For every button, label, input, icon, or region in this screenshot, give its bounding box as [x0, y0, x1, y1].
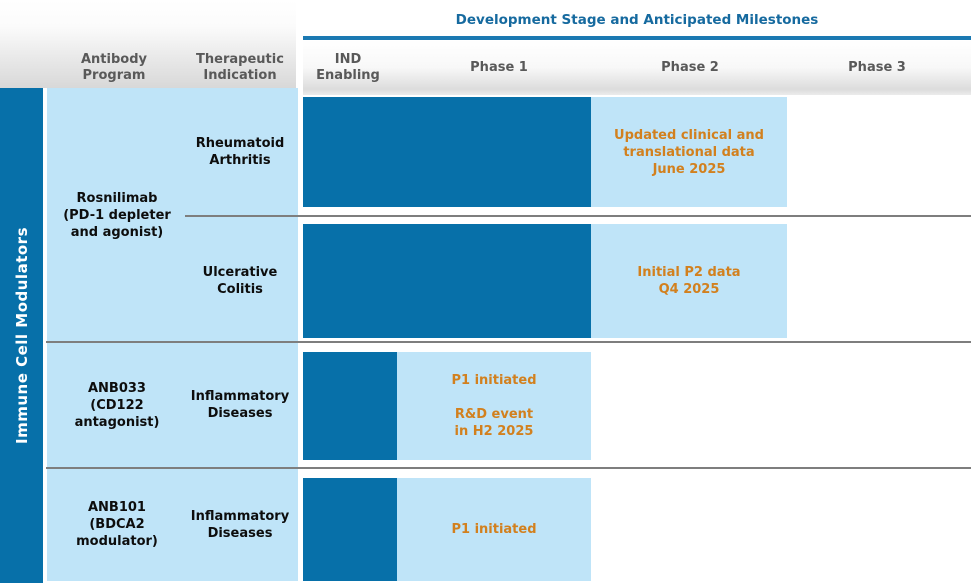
milestone-anb101: P1 initiated — [451, 522, 537, 537]
bar-dark-anb101 — [303, 478, 397, 581]
bar-light-anb033 — [397, 352, 591, 460]
stage-header-band — [303, 40, 971, 95]
title-underline-rule — [303, 36, 971, 40]
column-header-antibody-program: Antibody Program — [80, 51, 147, 83]
column-header-phase-1: Phase 1 — [470, 59, 528, 75]
row-divider-ra-uc — [185, 215, 971, 217]
bar-dark-anb033 — [303, 352, 397, 460]
bar-dark-rheumatoid-arthritis — [303, 97, 591, 207]
column-header-phase-3: Phase 3 — [848, 59, 906, 75]
indication-ulcerative-colitis: Ulcerative Colitis — [202, 265, 278, 297]
milestone-anb033: P1 initiated R&D event in H2 2025 — [451, 373, 537, 439]
program-name-anb033: ANB033 (CD122 antagonist) — [74, 380, 160, 430]
indication-rheumatoid-arthritis: Rheumatoid Arthritis — [195, 136, 285, 168]
category-sidebar: Immune Cell Modulators — [0, 88, 43, 583]
milestone-rheumatoid-arthritis: Updated clinical and translational data … — [614, 127, 764, 177]
bar-light-ulcerative-colitis — [591, 224, 787, 338]
milestone-ulcerative-colitis: Initial P2 data Q4 2025 — [637, 265, 741, 297]
column-header-ind-enabling: IND Enabling — [316, 51, 380, 83]
program-name-anb101: ANB101 (BDCA2 modulator) — [76, 500, 158, 549]
category-sidebar-label: Immune Cell Modulators — [12, 227, 31, 444]
bar-light-anb101 — [397, 478, 591, 581]
chart-title: Development Stage and Anticipated Milest… — [455, 12, 819, 28]
row-divider-anb033-anb101 — [46, 467, 971, 469]
bar-dark-ulcerative-colitis — [303, 224, 591, 338]
column-header-therapeutic-indication: Therapeutic Indication — [196, 51, 284, 83]
program-indication-block — [47, 88, 298, 581]
indication-inflammatory-diseases-anb033: Inflammatory Diseases — [190, 389, 290, 421]
row-divider-rosnilimab-anb033 — [46, 341, 971, 343]
bar-light-rheumatoid-arthritis — [591, 97, 787, 207]
program-name-rosnilimab: Rosnilimab (PD-1 depleter and agonist) — [63, 190, 171, 240]
indication-inflammatory-diseases-anb101: Inflammatory Diseases — [190, 508, 290, 541]
column-header-phase-2: Phase 2 — [661, 59, 719, 75]
left-header-gradient — [0, 0, 296, 88]
